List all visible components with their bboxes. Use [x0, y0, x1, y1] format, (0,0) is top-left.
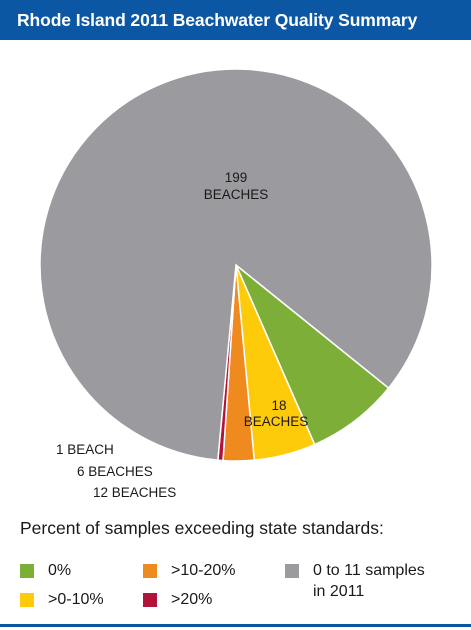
legend-title: Percent of samples exceeding state stand…	[20, 518, 384, 538]
slice-label-orange: 6 BEACHES	[77, 464, 153, 479]
pie-slice-green	[235, 264, 390, 446]
legend-item-0pct: 0%	[20, 562, 71, 581]
bottom-rule	[0, 624, 471, 627]
legend-label: >0-10%	[48, 591, 104, 608]
legend-item-10-20pct: >10-20%	[143, 562, 236, 581]
slice-label-green-unit: BEACHES	[244, 414, 309, 429]
slice-label-gray-unit: BEACHES	[204, 187, 269, 202]
chart-title: Rhode Island 2011 Beachwater Quality Sum…	[0, 0, 471, 40]
legend-item-samples: 0 to 11 samples in 2011	[285, 562, 425, 602]
slice-label-yellow: 12 BEACHES	[93, 485, 176, 500]
slice-label-gray-count: 199	[225, 170, 248, 185]
legend-item-20pct: >20%	[143, 591, 212, 610]
slice-label-green-count: 18	[271, 398, 286, 413]
legend-swatch-red	[143, 593, 157, 607]
legend-swatch-green	[20, 564, 34, 578]
legend-label: 0%	[48, 562, 72, 579]
pie-slice-gray	[39, 68, 433, 461]
legend-swatch-orange	[143, 564, 157, 578]
legend-label: >20%	[171, 591, 213, 608]
slice-label-red: 1 BEACH	[56, 442, 114, 457]
legend-item-0-10pct: >0-10%	[20, 591, 104, 610]
legend-label: 0 to 11 samples in 2011	[313, 562, 425, 600]
pie-chart: 199 BEACHES 18 BEACHES 1 BEACH 6 BEACHES…	[39, 68, 433, 500]
legend-swatch-gray	[285, 564, 299, 578]
legend-swatch-yellow	[20, 593, 34, 607]
legend-label: >10-20%	[171, 562, 236, 579]
